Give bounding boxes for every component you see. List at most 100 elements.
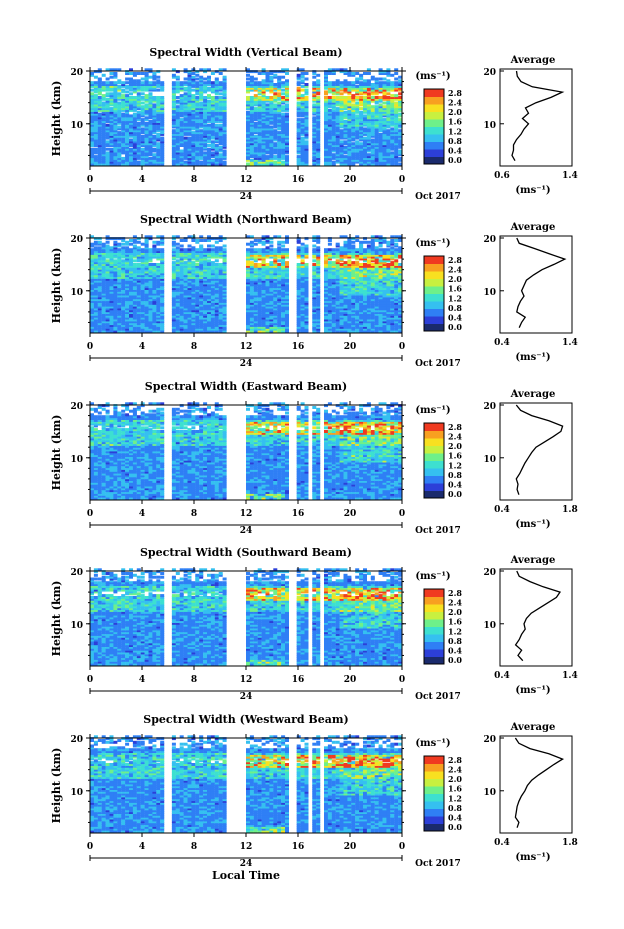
heatmap-cell: [246, 77, 250, 81]
heatmap-cell: [152, 116, 157, 120]
heatmap-cell: [210, 140, 215, 144]
heatmap-cell: [222, 75, 227, 79]
heatmap-cell: [394, 72, 399, 75]
heatmap-cell: [214, 107, 219, 111]
heatmap-cell: [359, 136, 364, 140]
heatmap-cell: [101, 162, 106, 166]
heatmap-cell: [316, 123, 321, 127]
heatmap-cell: [363, 142, 367, 146]
heatmap-cell: [105, 92, 110, 96]
heatmap-cell: [140, 77, 145, 81]
heatmap-cell: [324, 108, 328, 112]
heatmap-cell: [129, 149, 133, 153]
heatmap-cell: [281, 123, 286, 127]
heatmap-cell: [343, 114, 348, 118]
heatmap-cell: [140, 131, 145, 135]
heatmap-cell: [113, 129, 118, 133]
heatmap-cell: [257, 81, 262, 85]
heatmap-cell: [195, 96, 200, 99]
heatmap-cell: [277, 118, 282, 122]
heatmap-cell: [140, 107, 145, 111]
heatmap-cell: [300, 149, 305, 153]
heatmap-cell: [300, 112, 305, 116]
heatmap-cell: [265, 147, 270, 151]
heatmap-cell: [140, 105, 145, 109]
heatmap-cell: [339, 156, 344, 160]
heatmap-cell: [324, 140, 328, 144]
heatmap-cell: [370, 145, 375, 149]
heatmap-cell: [136, 92, 141, 96]
heatmap-cell: [343, 131, 348, 135]
heatmap-cell: [253, 134, 258, 138]
panel-title: Spectral Width (Northward Beam): [140, 213, 352, 226]
heatmap-cell: [152, 160, 157, 164]
heatmap-cell: [109, 81, 114, 85]
heatmap-cell: [281, 81, 286, 85]
heatmap-cell: [253, 125, 258, 129]
heatmap-cell: [101, 145, 106, 149]
heatmap-cell: [366, 136, 371, 140]
heatmap-cell: [203, 107, 208, 111]
heatmap-cell: [246, 81, 250, 85]
heatmap-cell: [257, 156, 262, 160]
heatmap-cell: [105, 81, 110, 85]
heatmap-cell: [195, 114, 200, 118]
heatmap-cell: [316, 131, 321, 135]
heatmap-cell: [347, 129, 352, 133]
heatmap-cell: [183, 142, 188, 146]
heatmap-cell: [363, 131, 367, 135]
heatmap-cell: [93, 147, 98, 151]
heatmap-cell: [171, 144, 176, 147]
heatmap-cell: [390, 138, 395, 142]
heatmap-cell: [90, 136, 94, 140]
heatmap-cell: [207, 125, 211, 129]
heatmap-cell: [175, 112, 180, 116]
heatmap-cell: [129, 114, 133, 118]
heatmap-cell: [359, 144, 364, 147]
heatmap-cell: [199, 147, 204, 151]
heatmap-cell: [300, 162, 305, 166]
heatmap-cell: [335, 96, 340, 99]
heatmap-cell: [101, 108, 106, 112]
heatmap-cell: [148, 114, 153, 118]
heatmap-cell: [160, 156, 165, 160]
heatmap-cell: [218, 134, 223, 138]
heatmap-cell: [300, 88, 305, 92]
heatmap-cell: [249, 158, 254, 162]
heatmap-cell: [265, 114, 270, 118]
heatmap-cell: [339, 136, 344, 140]
heatmap-cell: [113, 114, 118, 118]
heatmap-cell: [249, 151, 254, 155]
heatmap-cell: [144, 142, 149, 146]
heatmap-cell: [265, 136, 270, 140]
heatmap-cell: [148, 123, 153, 127]
heatmap-cell: [207, 123, 211, 127]
heatmap-cell: [327, 136, 332, 140]
heatmap-cell: [390, 156, 395, 160]
heatmap-cell: [359, 110, 364, 114]
heatmap-cell: [335, 138, 340, 142]
heatmap-cell: [347, 145, 352, 149]
heatmap-cell: [257, 112, 262, 116]
heatmap-cell: [257, 116, 262, 120]
heatmap-cell: [386, 142, 391, 146]
heatmap-cell: [207, 116, 211, 120]
heatmap-cell: [386, 158, 391, 162]
heatmap-cell: [386, 147, 391, 151]
heatmap-cell: [351, 153, 356, 157]
heatmap-cell: [285, 123, 289, 127]
heatmap-cell: [327, 120, 332, 123]
heatmap-cell: [129, 129, 133, 133]
heatmap-cell: [93, 107, 98, 111]
heatmap-cell: [316, 127, 321, 131]
heatmap-cell: [398, 156, 403, 160]
heatmap-cell: [343, 132, 348, 136]
heatmap-cell: [347, 149, 352, 153]
heatmap-cell: [117, 131, 122, 135]
heatmap-cell: [183, 107, 188, 111]
heatmap-cell: [374, 108, 379, 112]
heatmap-cell: [125, 138, 130, 142]
heatmap-cell: [261, 160, 266, 164]
heatmap-cell: [214, 156, 219, 160]
heatmap-cell: [105, 114, 110, 118]
